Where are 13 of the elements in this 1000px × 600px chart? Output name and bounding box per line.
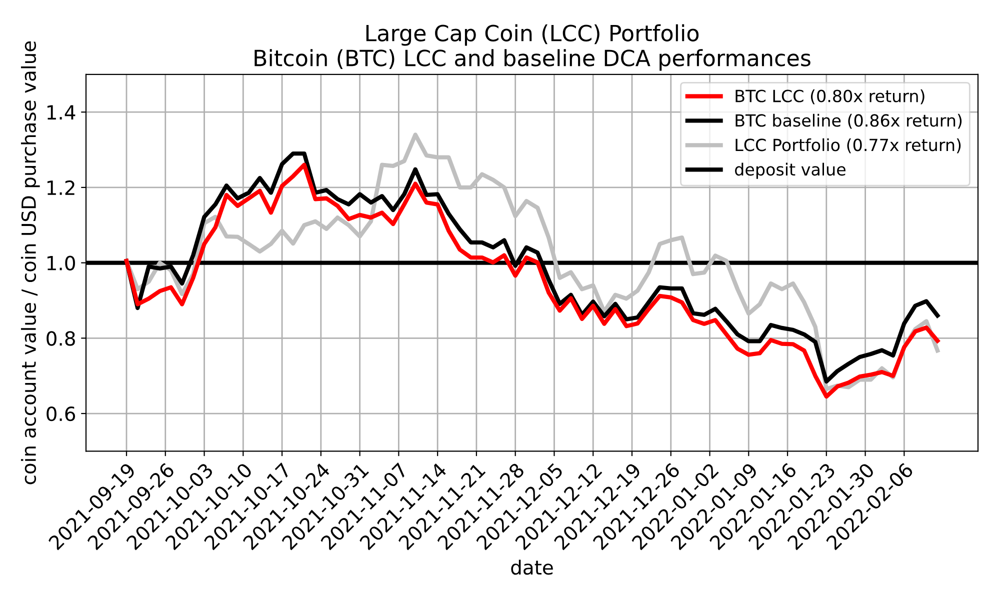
- legend-label: BTC baseline (0.86x return): [736, 114, 962, 129]
- y-tick-label: 1.0: [47, 256, 75, 270]
- y-axis-title: coin account value / coin USD purchase value: [20, 41, 40, 484]
- y-tick-label: 0.8: [46, 331, 75, 346]
- y-tick-label: 1.4: [47, 105, 76, 120]
- legend-label: deposit value: [735, 162, 846, 179]
- chart-title: Large Cap Coin (LCC) Portfolio: [366, 24, 699, 46]
- chart-subtitle: Bitcoin (BTC) LCC and baseline DCA performances: [254, 49, 810, 71]
- legend-label: LCC Portfolio (0.77x return): [736, 138, 961, 154]
- y-tick-label: 0.6: [46, 406, 76, 422]
- legend-label: BTC LCC (0.80x return): [736, 89, 924, 104]
- x-axis-title: date: [511, 560, 553, 575]
- y-tick-label: 1.2: [47, 180, 74, 195]
